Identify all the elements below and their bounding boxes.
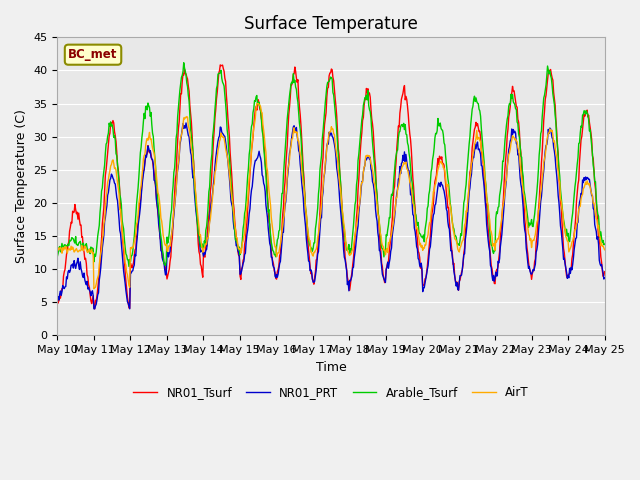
- Arable_Tsurf: [63, 243, 71, 249]
- Y-axis label: Surface Temperature (C): Surface Temperature (C): [15, 109, 28, 263]
- NR01_PRT: [176, 142, 184, 147]
- NR01_PRT: [601, 275, 609, 281]
- Text: BC_met: BC_met: [68, 48, 118, 61]
- AirT: [205, 227, 212, 232]
- Line: Arable_Tsurf: Arable_Tsurf: [58, 63, 605, 266]
- X-axis label: Time: Time: [316, 360, 346, 373]
- NR01_PRT: [399, 153, 407, 158]
- NR01_Tsurf: [601, 269, 609, 275]
- NR01_Tsurf: [415, 250, 423, 256]
- NR01_PRT: [63, 276, 71, 282]
- NR01_PRT: [90, 306, 98, 312]
- Arable_Tsurf: [54, 253, 61, 259]
- NR01_Tsurf: [176, 104, 184, 110]
- AirT: [399, 163, 407, 169]
- Title: Surface Temperature: Surface Temperature: [244, 15, 418, 33]
- NR01_PRT: [54, 298, 61, 303]
- Arable_Tsurf: [601, 241, 609, 247]
- AirT: [54, 244, 61, 250]
- NR01_Tsurf: [399, 91, 407, 96]
- NR01_Tsurf: [91, 306, 99, 312]
- AirT: [120, 249, 128, 254]
- Arable_Tsurf: [180, 60, 188, 66]
- Arable_Tsurf: [399, 124, 407, 130]
- Line: NR01_PRT: NR01_PRT: [58, 123, 605, 309]
- NR01_Tsurf: [120, 257, 128, 263]
- NR01_PRT: [182, 120, 190, 126]
- Arable_Tsurf: [206, 184, 214, 190]
- AirT: [601, 247, 609, 252]
- AirT: [253, 101, 261, 107]
- Arable_Tsurf: [120, 226, 127, 232]
- Line: NR01_Tsurf: NR01_Tsurf: [58, 65, 605, 309]
- AirT: [90, 286, 98, 292]
- Arable_Tsurf: [125, 264, 132, 269]
- Arable_Tsurf: [415, 229, 423, 235]
- NR01_Tsurf: [216, 62, 224, 68]
- NR01_PRT: [415, 257, 423, 263]
- AirT: [63, 251, 71, 256]
- Line: AirT: AirT: [58, 104, 605, 289]
- NR01_PRT: [206, 217, 214, 223]
- Legend: NR01_Tsurf, NR01_PRT, Arable_Tsurf, AirT: NR01_Tsurf, NR01_PRT, Arable_Tsurf, AirT: [129, 382, 533, 404]
- NR01_Tsurf: [54, 295, 61, 300]
- NR01_PRT: [120, 275, 128, 280]
- NR01_Tsurf: [63, 248, 71, 253]
- AirT: [176, 139, 184, 145]
- AirT: [415, 236, 423, 242]
- NR01_Tsurf: [205, 212, 212, 218]
- Arable_Tsurf: [176, 87, 184, 93]
